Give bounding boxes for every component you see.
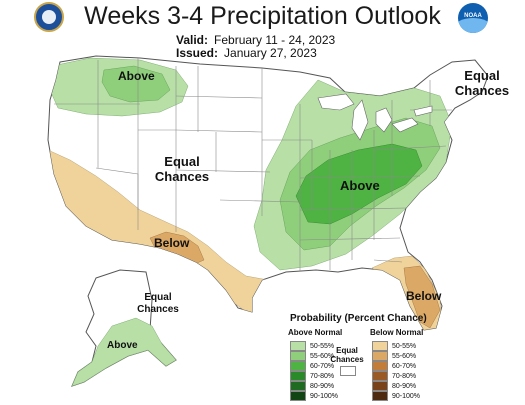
below-swatch bbox=[372, 341, 388, 351]
above-swatch bbox=[290, 371, 306, 381]
below-range-label: 70-80% bbox=[392, 372, 417, 380]
valid-label: Valid: bbox=[176, 33, 209, 47]
above-swatch bbox=[290, 391, 306, 401]
above-legend-row: 50-55% bbox=[290, 341, 334, 351]
below-legend-row: 55-60% bbox=[372, 351, 416, 361]
above-swatch bbox=[290, 361, 306, 371]
great-lakes bbox=[317, 93, 433, 141]
issued-label: Issued: bbox=[176, 46, 219, 60]
below-range-label: 90-100% bbox=[392, 392, 421, 400]
below-legend-row: 60-70% bbox=[372, 361, 416, 371]
above-legend-row: 55-60% bbox=[290, 351, 334, 361]
legend-equal-swatch bbox=[340, 366, 356, 376]
below-swatch bbox=[372, 371, 388, 381]
above-range-label: 80-90% bbox=[310, 382, 335, 390]
above-range-label: 55-60% bbox=[310, 352, 335, 360]
above-legend-row: 90-100% bbox=[290, 391, 338, 401]
legend-above-header: Above Normal bbox=[288, 328, 343, 337]
above-legend-row: 70-80% bbox=[290, 371, 334, 381]
above-swatch bbox=[290, 341, 306, 351]
label-ak-equal: Equal Chances bbox=[137, 292, 179, 315]
below-range-label: 55-60% bbox=[392, 352, 417, 360]
above-legend-row: 80-90% bbox=[290, 381, 334, 391]
above-range-label: 90-100% bbox=[310, 392, 339, 400]
page-title: Weeks 3-4 Precipitation Outlook bbox=[84, 2, 441, 30]
valid-line: Valid: February 11 - 24, 2023 bbox=[176, 33, 335, 47]
above-swatch bbox=[290, 351, 306, 361]
below-swatch bbox=[372, 361, 388, 371]
above-swatch bbox=[290, 381, 306, 391]
alaska-above-50 bbox=[71, 317, 177, 387]
below-legend-row: 80-90% bbox=[372, 381, 416, 391]
label-ak-above: Above bbox=[107, 340, 138, 351]
label-nw-above: Above bbox=[118, 69, 155, 83]
below-legend-row: 50-55% bbox=[372, 341, 416, 351]
legend-below-header: Below Normal bbox=[370, 328, 424, 337]
valid-value: February 11 - 24, 2023 bbox=[214, 33, 336, 47]
noaa-logo: NOAA bbox=[458, 3, 488, 33]
below-range-label: 80-90% bbox=[392, 382, 417, 390]
state-boundaries bbox=[54, 58, 452, 272]
label-fl-below: Below bbox=[406, 289, 442, 303]
below-swatch bbox=[372, 351, 388, 361]
above-range-label: 50-55% bbox=[310, 342, 335, 350]
issued-value: January 27, 2023 bbox=[224, 46, 317, 60]
doc-seal-logo bbox=[34, 2, 64, 32]
below-swatch bbox=[372, 391, 388, 401]
below-range-label: 50-55% bbox=[392, 342, 417, 350]
label-west-equal: Equal Chances bbox=[154, 154, 210, 184]
issued-line: Issued: January 27, 2023 bbox=[176, 46, 317, 60]
label-ne-equal: Equal Chances bbox=[454, 68, 510, 98]
legend-equal-label: Equal Chances bbox=[330, 346, 364, 364]
above-legend-row: 60-70% bbox=[290, 361, 334, 371]
below-legend-row: 90-100% bbox=[372, 391, 420, 401]
legend-title: Probability (Percent Chance) bbox=[290, 313, 427, 324]
label-sw-below: Below bbox=[154, 236, 190, 250]
above-range-label: 60-70% bbox=[310, 362, 335, 370]
below-55-florida bbox=[403, 265, 441, 329]
below-range-label: 60-70% bbox=[392, 362, 417, 370]
above-range-label: 70-80% bbox=[310, 372, 335, 380]
below-swatch bbox=[372, 381, 388, 391]
label-central-above: Above bbox=[340, 178, 380, 193]
below-legend-row: 70-80% bbox=[372, 371, 416, 381]
above-55-nw bbox=[101, 65, 171, 103]
